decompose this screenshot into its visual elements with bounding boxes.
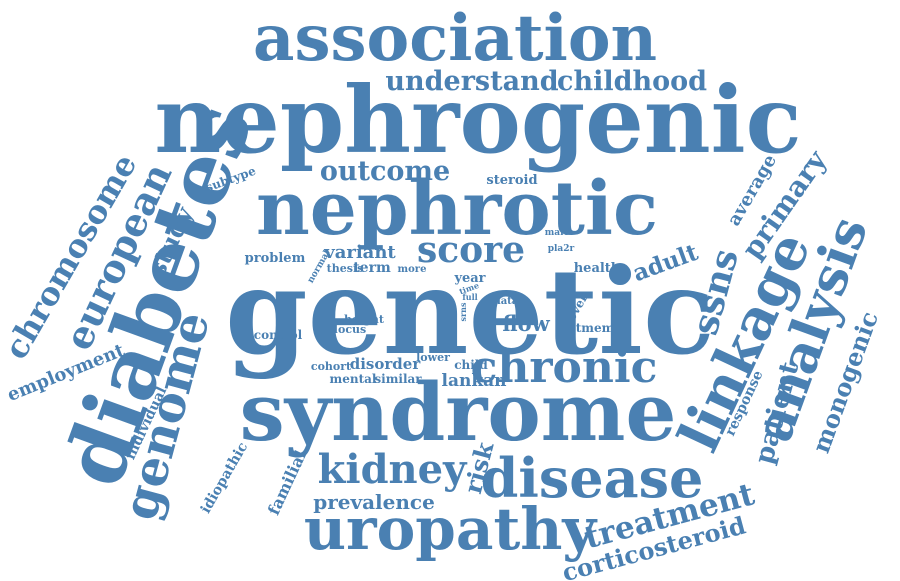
word-locus: locus (334, 323, 366, 336)
word-full: full (462, 292, 477, 302)
word-lankan: lankan (442, 371, 507, 391)
word-outcome: outcome (320, 156, 450, 187)
word-uropathy: uropathy (304, 495, 599, 563)
word-term: term (353, 260, 391, 276)
word-male: male (545, 228, 570, 238)
word-flow: flow (502, 311, 550, 336)
word-syndrome: syndrome (240, 365, 677, 459)
word-variant: variant (323, 242, 396, 263)
word-child: child (454, 358, 488, 372)
word-nephrotic: nephrotic (256, 166, 658, 252)
word-prevalence: prevalence (313, 490, 435, 514)
word-disorder: disorder (350, 355, 422, 373)
word-understand: understand (385, 66, 558, 97)
word-disease: disease (481, 446, 704, 510)
word-cohort: cohort (311, 360, 352, 373)
word-data: data (494, 296, 519, 307)
word-pla2r: pla2r (548, 244, 575, 254)
word-steroid: steroid (486, 173, 537, 188)
word-kidney: kidney (318, 446, 468, 493)
word-more: more (398, 264, 427, 275)
word-srns: srns (458, 302, 468, 322)
word-health: health (574, 261, 621, 276)
word-tmem: tmem (576, 321, 615, 335)
word-problem: problem (245, 251, 306, 266)
word-year: year (453, 271, 485, 286)
word-association: association (253, 1, 657, 76)
word-control: control (254, 328, 303, 342)
word-nephrogenic: nephrogenic (154, 66, 801, 174)
word-lower: lower (416, 351, 450, 364)
word-genetic: genetic (225, 242, 715, 381)
word-score: score (417, 229, 525, 271)
word-childhood: childhood (557, 66, 707, 97)
word-thesis: thesis (327, 262, 364, 275)
word-chronic: chronic (471, 342, 658, 393)
word-similar: similar (374, 372, 422, 386)
word-height: height (344, 313, 385, 326)
word-mental: mental (330, 372, 377, 386)
